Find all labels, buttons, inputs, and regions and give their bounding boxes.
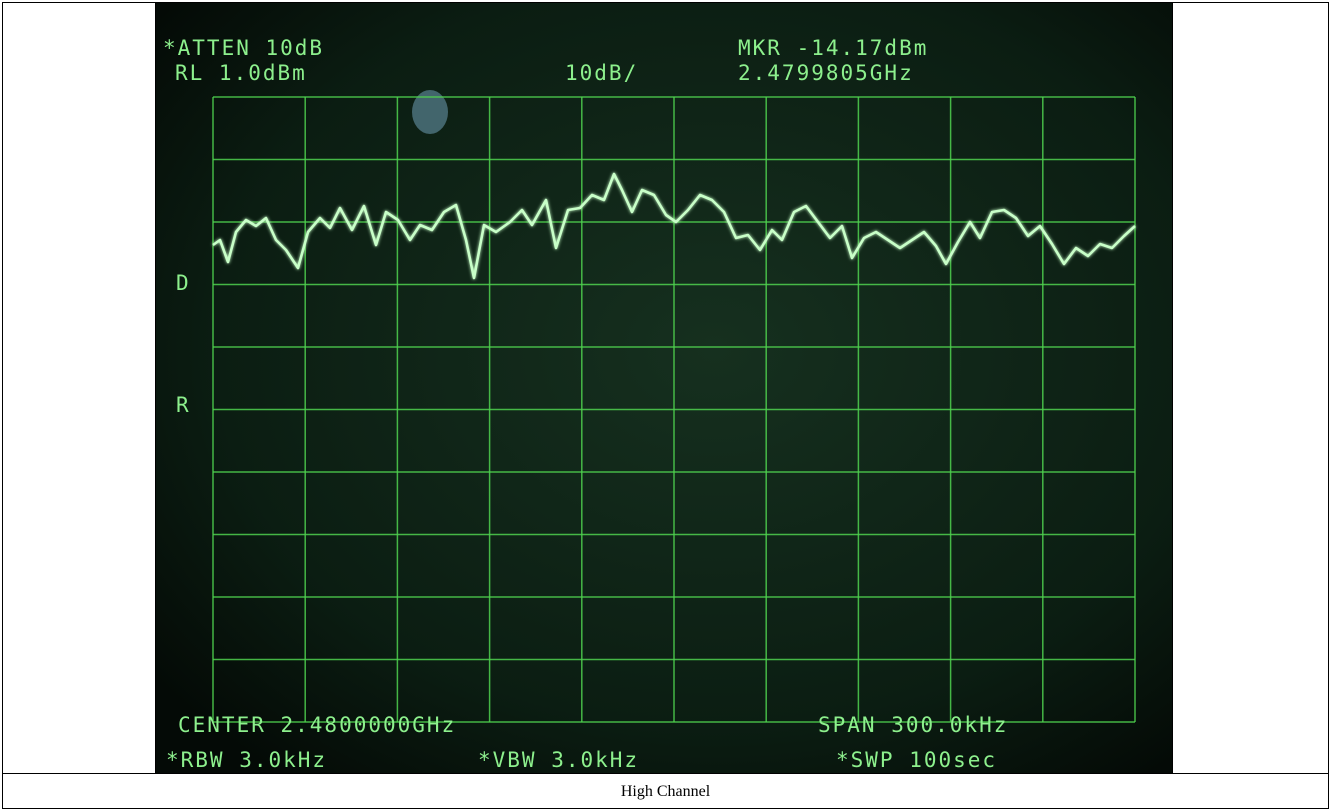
vbw-label: *VBW 3.0kHz xyxy=(478,748,639,772)
span-label: SPAN 300.0kHz xyxy=(818,713,1008,737)
cell-border xyxy=(1172,2,1173,773)
screen-background xyxy=(156,3,1172,773)
rbw-label: *RBW 3.0kHz xyxy=(166,748,327,772)
sweep-label: *SWP 100sec xyxy=(836,748,997,772)
r-label: R xyxy=(176,393,191,417)
caption: High Channel xyxy=(2,774,1329,809)
d-label: D xyxy=(176,271,191,295)
atten-label: *ATTEN 10dB xyxy=(163,36,324,60)
ref-level-label: RL 1.0dBm xyxy=(175,61,307,85)
marker-label: MKR -14.17dBm xyxy=(738,36,928,60)
analyzer-screen: *ATTEN 10dB RL 1.0dBm 10dB/ MKR -14.17dB… xyxy=(156,3,1172,773)
page: {"screen": {"atten": "*ATTEN 10dB", "ref… xyxy=(0,0,1334,812)
marker-freq-label: 2.4799805GHz xyxy=(738,61,914,85)
center-label: CENTER 2.4800000GHz xyxy=(178,713,456,737)
scale-label: 10dB/ xyxy=(565,61,638,85)
